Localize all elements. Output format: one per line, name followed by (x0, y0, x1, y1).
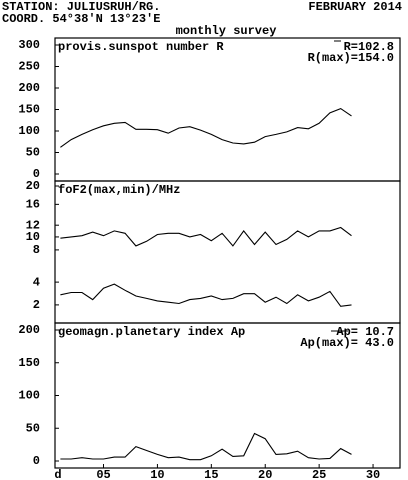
y-tick-label: 0 (33, 167, 40, 181)
panel-title: provis.sunspot number R (58, 40, 224, 54)
data-line (60, 226, 352, 247)
y-tick-label: 0 (33, 454, 40, 468)
y-tick-label: 50 (26, 146, 40, 160)
data-line (60, 283, 352, 307)
y-tick-label: 150 (18, 103, 40, 117)
y-tick-label: 50 (26, 421, 40, 435)
y-tick-label: 200 (18, 81, 40, 95)
y-tick-label: 100 (18, 124, 40, 138)
x-tick-label: 10 (150, 468, 164, 480)
y-tick-label: 100 (18, 389, 40, 403)
annotation: R(max)=154.0 (308, 51, 394, 65)
y-tick-label: 12 (26, 218, 40, 232)
x-tick-label: 15 (204, 468, 218, 480)
y-tick-label: 16 (26, 198, 40, 212)
x-tick-label: 20 (258, 468, 272, 480)
y-tick-label: 2 (33, 298, 40, 312)
x-axis-label: d (54, 468, 61, 480)
y-tick-label: 4 (33, 275, 40, 289)
x-tick-label: 30 (366, 468, 380, 480)
y-tick-label: 20 (26, 179, 40, 193)
y-tick-label: 150 (18, 356, 40, 370)
y-tick-label: 200 (18, 323, 40, 337)
y-tick-label: 250 (18, 60, 40, 74)
data-line (60, 432, 352, 461)
y-tick-label: 300 (18, 38, 40, 52)
x-tick-label: 25 (312, 468, 326, 480)
x-tick-label: 05 (96, 468, 110, 480)
panel-frame (54, 180, 401, 324)
panel-title: geomagn.planetary index Ap (58, 325, 245, 339)
annotation: Ap(max)= 43.0 (300, 336, 394, 350)
subtitle: monthly survey (176, 24, 277, 38)
coord: COORD. 54°38'N 13°23'E (2, 12, 160, 26)
annotation: R=102.8 (344, 40, 394, 54)
annotation: Ap= 10.7 (336, 325, 394, 339)
y-tick-label: 10 (26, 230, 40, 244)
panel-title: foF2(max,min)/MHz (58, 183, 180, 197)
data-line (60, 107, 352, 148)
y-tick-label: 8 (33, 243, 40, 257)
station: STATION: JULIUSRUH/RG. (2, 0, 160, 14)
date: FEBRUARY 2014 (308, 0, 402, 14)
